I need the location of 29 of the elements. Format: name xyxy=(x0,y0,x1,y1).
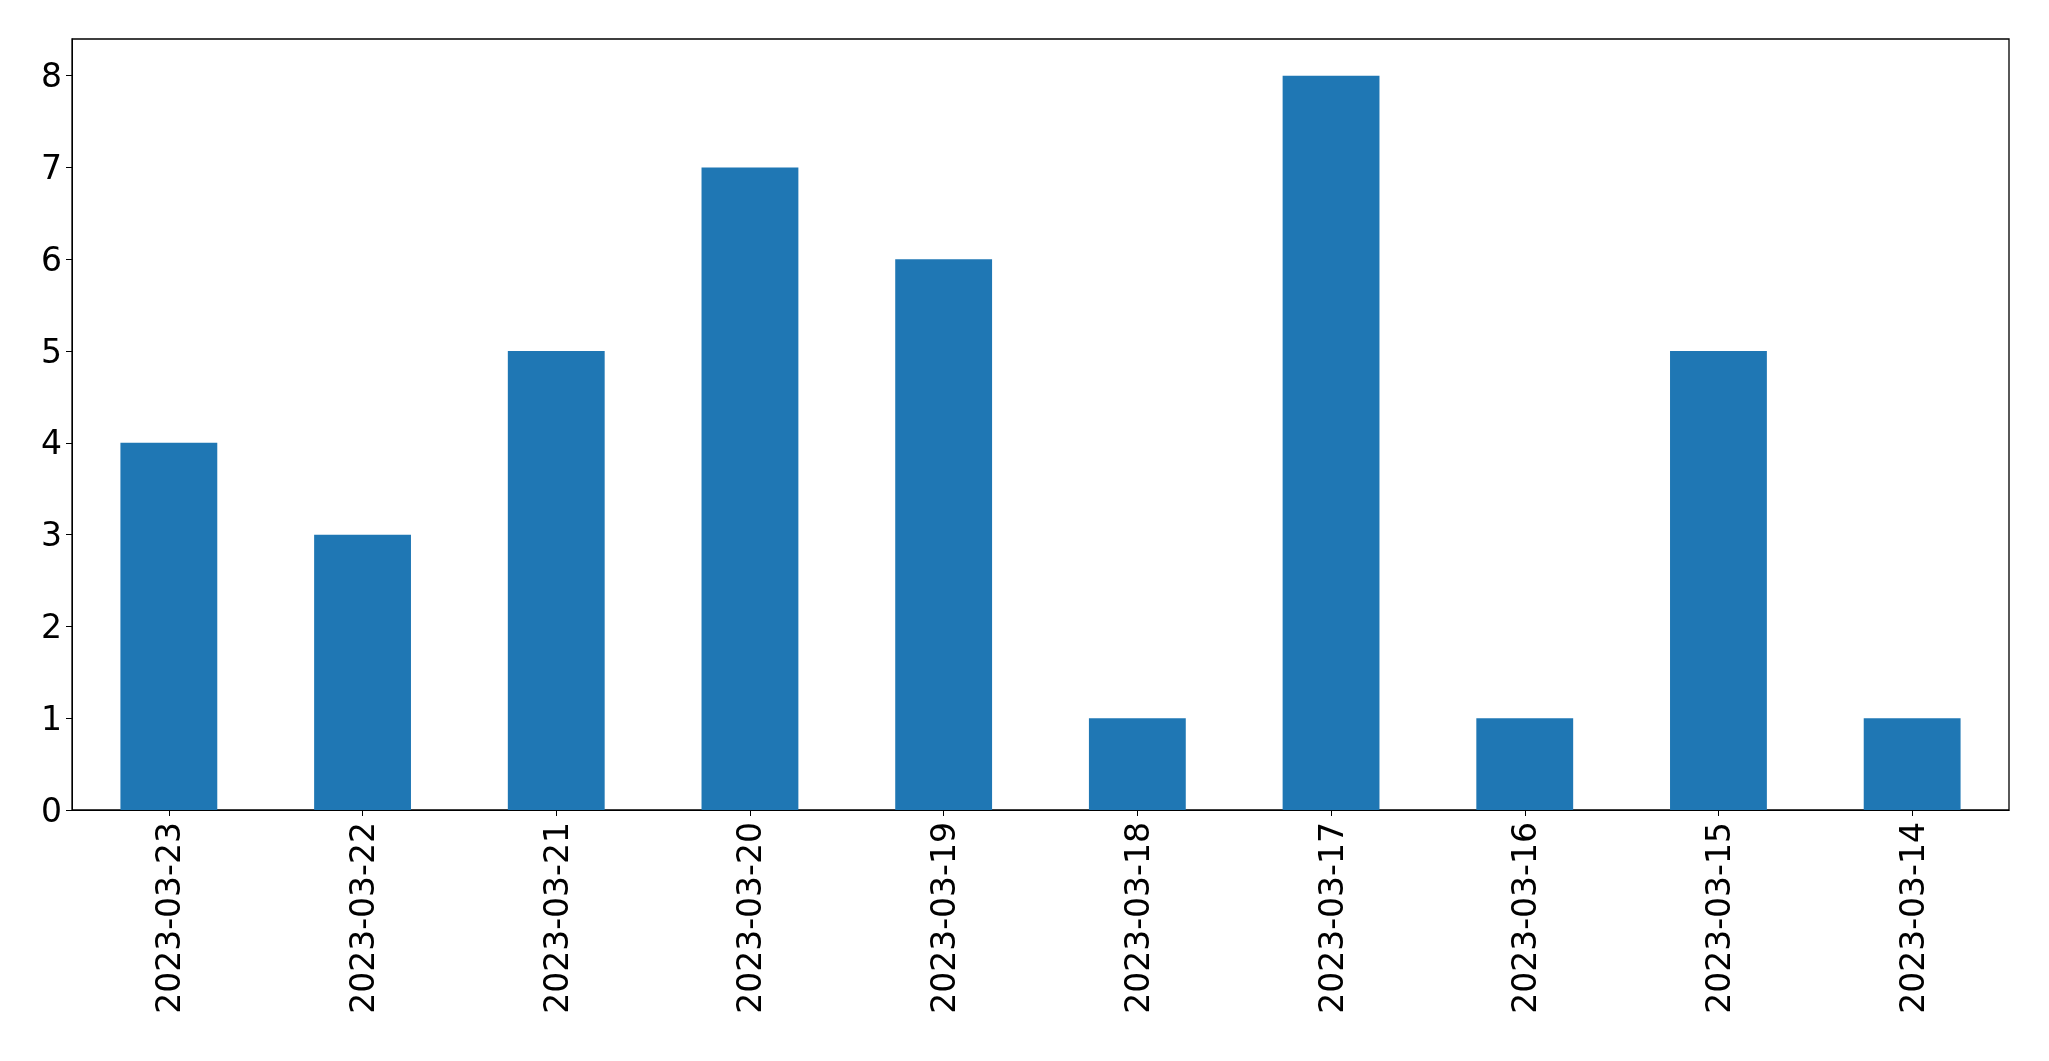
x-tick-label: 2023-03-23 xyxy=(149,822,189,1014)
x-tick-label: 2023-03-18 xyxy=(1117,822,1157,1014)
bar xyxy=(507,351,605,810)
y-tick-label: 3 xyxy=(41,515,62,555)
bar xyxy=(314,534,411,810)
x-tick-label: 2023-03-22 xyxy=(343,822,383,1014)
x-tick-label: 2023-03-20 xyxy=(730,822,770,1014)
x-tick-label: 2023-03-17 xyxy=(1311,822,1351,1014)
x-tick-label: 2023-03-21 xyxy=(536,822,576,1014)
y-tick-label: 2 xyxy=(41,606,62,646)
bar xyxy=(1088,718,1186,810)
y-tick-label: 8 xyxy=(41,56,62,96)
bar xyxy=(1670,351,1767,810)
y-tick-label: 4 xyxy=(41,423,62,463)
bar xyxy=(120,442,218,810)
x-tick-label: 2023-03-15 xyxy=(1698,822,1738,1014)
bar xyxy=(701,167,799,810)
bar xyxy=(895,259,993,810)
bar xyxy=(1476,718,1574,810)
x-tick-label: 2023-03-19 xyxy=(924,822,964,1014)
y-tick-label: 0 xyxy=(41,790,62,830)
x-tick-label: 2023-03-16 xyxy=(1505,822,1545,1014)
y-tick-label: 6 xyxy=(41,239,62,279)
x-tick-label: 2023-03-14 xyxy=(1892,822,1932,1014)
y-tick-label: 1 xyxy=(41,698,62,738)
y-tick-label: 7 xyxy=(41,148,62,187)
bar xyxy=(1282,75,1380,810)
bar xyxy=(1863,718,1961,810)
y-tick-label: 5 xyxy=(41,331,62,371)
